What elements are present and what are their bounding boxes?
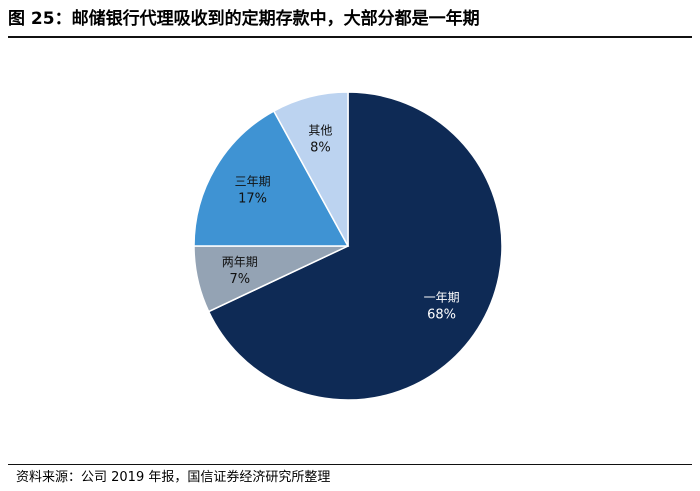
chart-title: 图 25：邮储银行代理吸收到的定期存款中，大部分都是一年期 bbox=[8, 9, 480, 29]
slice-label-1: 一年期 bbox=[424, 290, 460, 304]
title-rule bbox=[8, 36, 692, 38]
pie-slice-1 bbox=[207, 91, 503, 401]
slice-value-2: 7% bbox=[229, 272, 250, 287]
source-note: 资料来源：公司 2019 年报，国信证券经济研究所整理 bbox=[16, 470, 331, 485]
slice-value-3: 17% bbox=[238, 192, 267, 207]
pie-chart: 一年期 68% 两年期 7% 三年期 17% 其他 8% bbox=[8, 40, 692, 460]
slice-value-1: 68% bbox=[427, 307, 456, 322]
pie-slice-3 bbox=[193, 110, 350, 247]
slice-label-3: 三年期 bbox=[235, 175, 271, 189]
slice-label-4: 其他 bbox=[308, 124, 332, 138]
pie-slice-4 bbox=[272, 91, 349, 247]
source-rule bbox=[8, 464, 692, 465]
slice-label-2: 两年期 bbox=[222, 255, 258, 269]
slice-value-4: 8% bbox=[310, 141, 331, 156]
pie-chart-svg: 一年期 68% 两年期 7% 三年期 17% 其他 8% bbox=[193, 91, 503, 401]
